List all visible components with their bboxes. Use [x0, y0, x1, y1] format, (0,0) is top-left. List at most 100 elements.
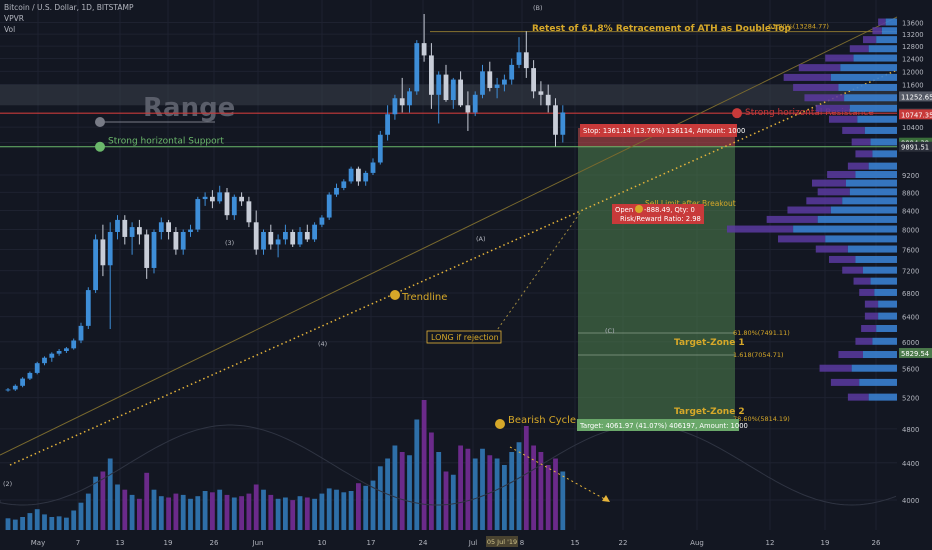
trendline-dot — [390, 290, 400, 300]
price-marker-label: 10747.35 — [901, 111, 932, 119]
candle-body — [210, 196, 215, 202]
price-tick-label: 8000 — [902, 227, 919, 235]
vpvr-bar-up — [868, 162, 897, 170]
volume-bar — [78, 502, 84, 530]
volume-bar — [516, 442, 522, 530]
candle-body — [472, 94, 478, 113]
candle-body — [312, 224, 317, 240]
candle-body — [268, 231, 274, 245]
price-marker-label: 9891.51 — [901, 144, 929, 152]
volume-bar — [49, 517, 55, 530]
bearish-cycle-curve — [0, 424, 897, 506]
wave-3-label: (3) — [225, 239, 234, 247]
bearish-arrow — [602, 495, 610, 502]
candle-body — [502, 79, 507, 85]
vpvr-indicator-label[interactable]: VPVR — [4, 14, 24, 23]
candle-body — [224, 192, 230, 216]
candle-body — [253, 222, 259, 250]
candle-body — [531, 68, 536, 92]
price-tick-label: 5200 — [902, 395, 919, 403]
time-tick-label: 24 — [419, 539, 428, 547]
vpvr-bar-up — [876, 36, 897, 44]
vpvr-bar-down — [829, 115, 858, 123]
candle-body — [560, 112, 566, 135]
volume-bar — [71, 510, 77, 530]
chart-title: Bitcoin / U.S. Dollar, 1D, BITSTAMP — [4, 3, 134, 12]
candle-body — [202, 196, 208, 200]
bearish-cycle-label: Bearish Cycle — [508, 415, 576, 426]
candle-body — [429, 55, 434, 95]
candle-body — [217, 192, 223, 202]
vpvr-bar-up — [846, 179, 897, 187]
candle-body — [137, 227, 142, 235]
target-info-box — [577, 419, 739, 431]
vpvr-bar-up — [793, 225, 897, 233]
volume-bar — [304, 497, 310, 530]
price-marker — [899, 109, 932, 120]
volume-bar — [523, 426, 529, 530]
candle-body — [275, 239, 281, 245]
volume-indicator-label[interactable]: Vol — [4, 25, 16, 34]
price-tick-label: 12000 — [902, 68, 924, 76]
vpvr-bar-down — [798, 64, 841, 72]
price-tick-label: 5600 — [902, 366, 919, 374]
volume-bar — [450, 474, 456, 530]
vpvr-bar-down — [827, 171, 856, 179]
risk-reward-label: Risk/Reward Ratio: 2.98 — [620, 215, 701, 223]
time-tick-label: 13 — [116, 539, 125, 547]
price-tick-label: 10400 — [902, 124, 924, 132]
volume-bar — [370, 480, 376, 530]
vpvr-bar-down — [847, 162, 869, 170]
long-if-rejection-box — [426, 330, 502, 344]
price-tick-label: 4800 — [902, 426, 919, 434]
price-tick-label: 4400 — [902, 460, 919, 468]
candle-body — [56, 351, 62, 354]
vpvr-bar-up — [872, 150, 897, 158]
candle-body — [100, 239, 106, 266]
candle-body — [107, 231, 113, 266]
volume-bar — [246, 493, 252, 530]
price-marker — [899, 141, 932, 152]
volume-bar — [509, 452, 515, 530]
candle-body — [5, 389, 11, 391]
vpvr-bar-down — [838, 351, 863, 359]
bearish-projection-line — [509, 446, 611, 503]
vpvr-bar-up — [863, 351, 897, 359]
volume-bar — [377, 466, 383, 530]
candle-body — [166, 222, 171, 232]
vpvr-bar-down — [878, 18, 886, 26]
vpvr-bar-up — [838, 83, 897, 91]
time-tick-label: 26 — [872, 539, 881, 547]
sell-limit-label: Sell Limit after Breakout — [645, 199, 736, 208]
support-dot — [95, 141, 105, 152]
volume-bar — [502, 465, 507, 530]
candle-body — [246, 201, 252, 223]
price-tick-label: 7600 — [902, 247, 919, 255]
fib-786-label: 78.60%(5814.19) — [733, 415, 790, 423]
candle-body — [27, 372, 33, 379]
vpvr-bar-down — [817, 188, 850, 196]
vpvr-bar-up — [870, 277, 897, 285]
volume-bar — [348, 491, 354, 530]
entry-dot — [635, 205, 643, 213]
candle-body — [158, 222, 164, 232]
candle-body — [523, 52, 529, 69]
price-marker-label: 5829.54 — [901, 350, 929, 358]
vpvr-bar-up — [857, 115, 897, 123]
vpvr-bar-down — [855, 337, 873, 345]
vpvr-bar-up — [849, 188, 897, 196]
candle-body — [356, 168, 361, 182]
candle-body — [239, 196, 244, 202]
fib-618-label: 61.80%(7491.11) — [733, 329, 790, 337]
vpvr-bar-up — [817, 215, 897, 223]
candle-body — [407, 91, 412, 106]
target-zone-1-label: Target-Zone 1 — [674, 338, 745, 348]
vpvr-bar-up — [855, 255, 897, 263]
wave-2-label: (2) — [3, 480, 12, 488]
time-tick-label: 15 — [571, 539, 580, 547]
candle-body — [414, 43, 420, 92]
vpvr-bar-up — [851, 364, 897, 372]
candle-body — [553, 105, 558, 135]
vpvr-bar-up — [844, 94, 897, 102]
